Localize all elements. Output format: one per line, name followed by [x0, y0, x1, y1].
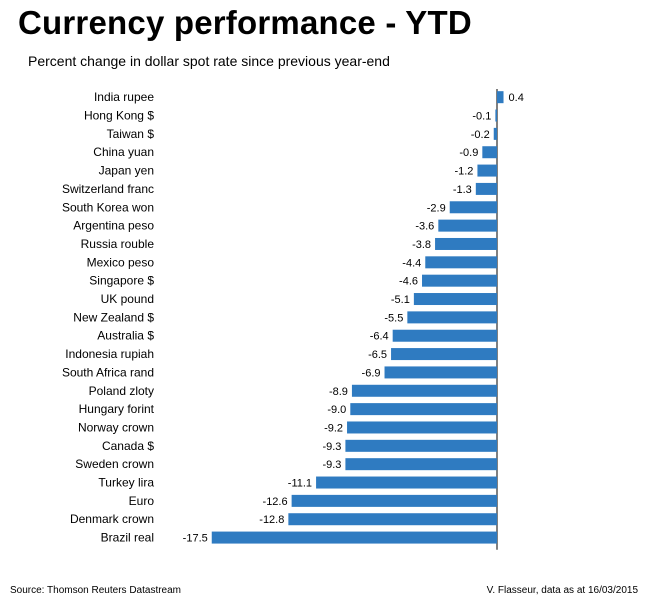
category-label: Japan yen [99, 164, 154, 178]
value-label: -8.9 [329, 386, 348, 398]
value-label: -17.5 [183, 533, 208, 545]
category-label: Russia rouble [81, 237, 155, 251]
bar [493, 127, 497, 140]
bar [475, 182, 497, 195]
category-label: Taiwan $ [107, 127, 155, 141]
bar [482, 146, 497, 159]
category-label: Switzerland franc [62, 182, 154, 196]
bar [347, 421, 497, 434]
bar [391, 348, 497, 361]
value-label: -12.6 [263, 496, 288, 508]
category-label: Canada $ [102, 439, 154, 453]
value-label: -5.5 [384, 312, 403, 324]
value-label: -3.6 [415, 221, 434, 233]
bar [497, 91, 504, 104]
value-label: -2.9 [427, 202, 446, 214]
category-label: Hungary forint [79, 402, 155, 416]
value-label: -9.3 [322, 459, 341, 471]
bar [438, 219, 497, 232]
value-label: -6.4 [370, 331, 389, 343]
category-label: Denmark crown [70, 512, 154, 526]
chart-subtitle: Percent change in dollar spot rate since… [28, 53, 390, 69]
bar [495, 109, 497, 122]
value-label: -1.2 [454, 166, 473, 178]
bar [422, 274, 497, 287]
value-label: -0.9 [459, 147, 478, 159]
bar [351, 384, 497, 397]
bar [291, 494, 497, 507]
bar [350, 403, 497, 416]
category-label: Hong Kong $ [84, 109, 154, 123]
category-label: Indonesia rupiah [65, 347, 154, 361]
bar [345, 458, 497, 471]
value-label: 0.4 [509, 92, 524, 104]
category-label: Euro [129, 494, 155, 508]
value-label: -9.2 [324, 422, 343, 434]
category-label: Turkey lira [98, 476, 154, 490]
category-label: Mexico peso [87, 255, 155, 269]
category-label: South Korea won [62, 200, 154, 214]
value-label: -5.1 [391, 294, 410, 306]
value-label: -1.3 [453, 184, 472, 196]
value-label: -3.8 [412, 239, 431, 251]
bar [316, 476, 497, 489]
value-label: -6.9 [362, 367, 381, 379]
bar [477, 164, 497, 177]
category-label: Australia $ [97, 329, 154, 343]
category-label: South Africa rand [62, 365, 154, 379]
bar [384, 366, 497, 379]
value-label: -9.3 [322, 441, 341, 453]
credit-note: V. Flasseur, data as at 16/03/2015 [486, 585, 638, 596]
value-label: -4.6 [399, 276, 418, 288]
bar [392, 329, 497, 342]
bar [449, 201, 497, 214]
category-label: Argentina peso [73, 219, 154, 233]
bar [288, 513, 497, 526]
category-label: Norway crown [78, 420, 154, 434]
value-label: -6.5 [368, 349, 387, 361]
bar [345, 439, 497, 452]
category-label: Brazil real [101, 531, 154, 545]
bar [407, 311, 497, 324]
value-label: -11.1 [288, 478, 312, 490]
value-label: -0.2 [471, 129, 490, 141]
category-label: Poland zloty [89, 384, 154, 398]
value-label: -4.4 [402, 257, 421, 269]
category-label: UK pound [101, 292, 154, 306]
bar [435, 237, 497, 250]
value-label: -0.1 [472, 111, 491, 123]
category-label: Singapore $ [89, 274, 154, 288]
category-label: China yuan [93, 145, 154, 159]
value-label: -9.0 [327, 404, 346, 416]
chart-title: Currency performance - YTD [18, 4, 472, 41]
bar [413, 293, 497, 306]
category-label: New Zealand $ [73, 310, 154, 324]
category-label: India rupee [94, 90, 154, 104]
source-note: Source: Thomson Reuters Datastream [10, 585, 182, 596]
bar [211, 531, 497, 544]
value-label: -12.8 [259, 514, 284, 526]
bar [425, 256, 497, 269]
category-label: Sweden crown [75, 457, 154, 471]
